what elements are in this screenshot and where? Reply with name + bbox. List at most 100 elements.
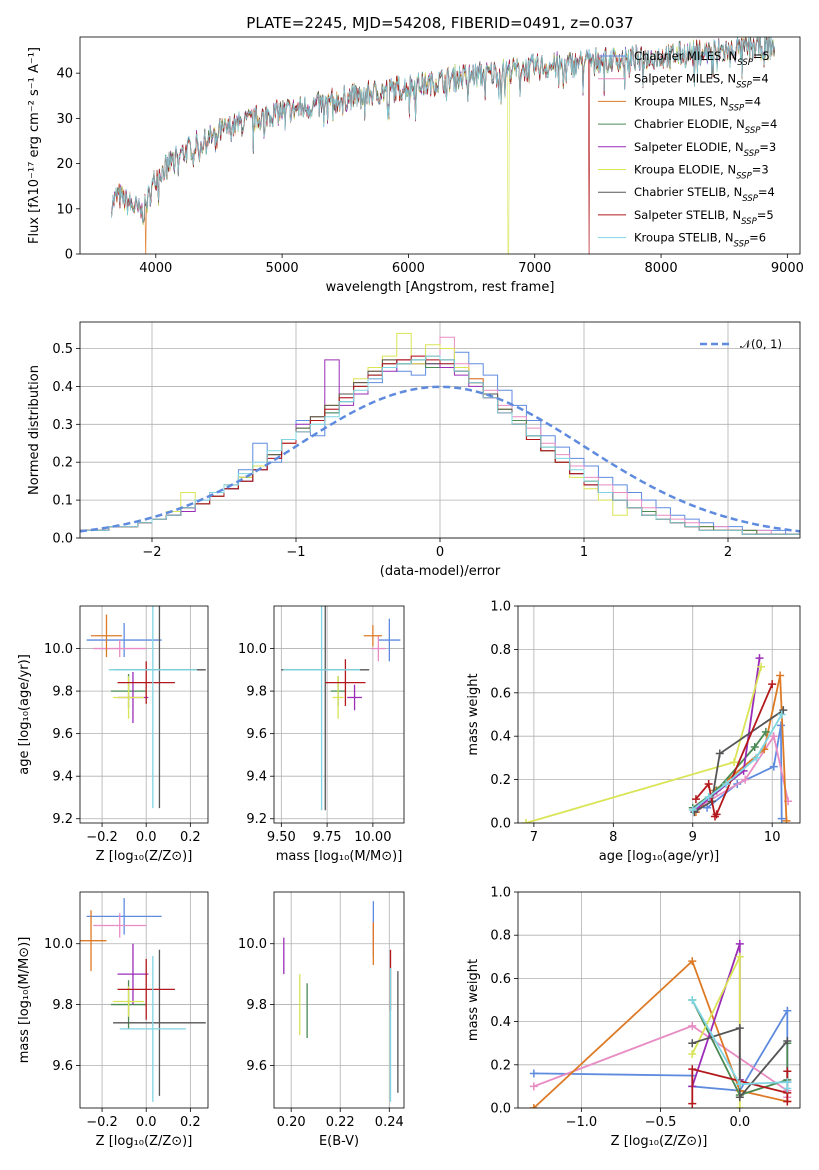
- x-tick-label: −2: [142, 545, 161, 560]
- weight-marker: [755, 654, 764, 663]
- y-axis-label: age [log₁₀(age/yr)]: [17, 654, 32, 775]
- errorbar: [93, 913, 147, 938]
- y-tick-label: 0.1: [52, 494, 73, 509]
- x-tick-label: 0: [436, 545, 444, 560]
- axes-frame: [517, 605, 801, 824]
- y-tick-label: 0.0: [490, 1102, 511, 1117]
- axes-5: −0.2 0.0 0.2 9.6 9.8 10.0 Z [log₁₀(Z/Z⊙)] mass …: [17, 891, 209, 1149]
- y-tick-label: 0.6: [490, 972, 511, 987]
- x-tick-label: −0.5: [645, 1115, 677, 1130]
- y-tick-label: 0.0: [52, 532, 73, 547]
- weight-marker: [735, 1024, 744, 1033]
- legend-count: =5: [757, 208, 774, 222]
- weight-marker: [704, 792, 713, 801]
- histogram-step: [80, 355, 800, 535]
- x-tick-label: 8: [609, 830, 617, 845]
- legend-label: Kroupa MILES, NSSP=4: [634, 94, 761, 113]
- weight-marker: [730, 758, 739, 767]
- axes-frame: [79, 321, 801, 539]
- errorbar: [93, 640, 147, 658]
- x-tick-label: 7000: [518, 261, 551, 276]
- legend-label: Chabrier STELIB, NSSP=4: [634, 185, 775, 204]
- x-tick-label: −0.2: [86, 1115, 118, 1130]
- y-tick-label: 0.4: [490, 730, 511, 745]
- gaussian-curve: [80, 385, 800, 533]
- errorbar: [347, 684, 362, 711]
- y-tick-label: 9.6: [52, 1059, 73, 1074]
- weight-marker: [783, 1037, 792, 1046]
- weight-line: [533, 1007, 789, 1092]
- y-tick-label: 0.5: [52, 342, 73, 357]
- y-tick-label: 9.8: [246, 998, 267, 1013]
- legend-subscript: SSP: [736, 172, 752, 182]
- legend-subscript: SSP: [744, 149, 760, 159]
- weight-line: [692, 1026, 788, 1100]
- weight-marker: [521, 819, 530, 823]
- plot-area: [111, 37, 776, 254]
- legend-subscript: SSP: [737, 58, 753, 68]
- weight-marker: [688, 1050, 697, 1058]
- x-tick-label: 0.20: [277, 1115, 306, 1130]
- plot-area: [521, 654, 793, 823]
- x-axis-label: Z [log₁₀(Z/Z⊙)]: [611, 1134, 708, 1149]
- legend-count: =5: [753, 49, 770, 63]
- errorbar: [117, 958, 175, 1020]
- x-tick-label: 0.24: [375, 1115, 404, 1130]
- weight-marker: [750, 743, 759, 752]
- x-tick-label: 9: [689, 830, 697, 845]
- errorbar: [119, 955, 186, 1102]
- y-tick-label: 1.0: [490, 886, 511, 901]
- y-tick-label: 10.0: [238, 937, 267, 952]
- plot-area: [86, 606, 206, 809]
- errorbar: [113, 949, 206, 1096]
- weight-marker: [688, 1065, 697, 1074]
- x-axis-label: E(B-V): [319, 1134, 359, 1149]
- errorbar: [86, 623, 162, 658]
- legend-count: =4: [758, 185, 775, 199]
- axes-frame: [517, 891, 801, 1109]
- legend-label: Salpeter ELODIE, NSSP=3: [634, 140, 776, 159]
- weight-marker: [688, 1021, 697, 1030]
- weight-marker: [761, 727, 770, 736]
- y-tick-label: 0.2: [490, 1058, 511, 1073]
- weight-marker: [741, 775, 750, 784]
- weight-marker: [722, 779, 731, 788]
- x-tick-label: 4000: [139, 261, 172, 276]
- axes-frame: [79, 36, 801, 255]
- y-tick-label: 9.6: [246, 727, 267, 742]
- y-tick-label: 9.6: [52, 727, 73, 742]
- weight-marker: [757, 662, 766, 671]
- weight-marker: [779, 706, 788, 715]
- x-tick-label: 0.0: [136, 830, 157, 845]
- weight-marker: [776, 671, 785, 680]
- legend-count: =4: [752, 72, 769, 86]
- weight-line: [525, 666, 762, 823]
- spectrum-title: PLATE=2245, MJD=54208, FIBERID=0491, z=0…: [246, 14, 633, 32]
- y-tick-label: 0.8: [490, 643, 511, 658]
- gauss-legend-label: 𝒩(0, 1): [740, 337, 782, 351]
- weight-marker: [735, 939, 744, 948]
- y-tick-label: 9.4: [52, 770, 73, 785]
- x-tick-label: 0.0: [136, 1115, 157, 1130]
- errorbar: [371, 635, 386, 662]
- weight-marker: [776, 721, 785, 730]
- weight-marker: [691, 795, 700, 804]
- axes-2: −0.2 0.0 0.2 9.2 9.4 9.6 9.8 10.0 Z [log₁₀(Z/Z⊙)…: [17, 605, 209, 864]
- axes-3: 9.50 9.75 10.00 9.2 9.4 9.6 9.8 10.0 mass [log₁₀…: [238, 605, 405, 864]
- x-axis-label: Z [log₁₀(Z/Z⊙)]: [96, 1134, 193, 1149]
- x-tick-label: 9.75: [313, 830, 342, 845]
- y-tick-label: 0.4: [490, 1015, 511, 1030]
- errorbar: [117, 943, 149, 1005]
- legend-label: Kroupa STELIB, NSSP=6: [634, 231, 766, 250]
- legend-label: Chabrier ELODIE, NSSP=4: [634, 117, 777, 136]
- y-tick-label: 30: [56, 112, 73, 127]
- axes-frame: [79, 891, 209, 1109]
- plot-area: [281, 606, 401, 811]
- y-tick-label: 40: [56, 67, 73, 82]
- errorbar: [80, 910, 107, 972]
- weight-marker: [752, 753, 761, 762]
- weight-marker: [782, 816, 791, 823]
- weight-marker: [529, 1069, 538, 1078]
- axes-1: −2 −1 0 1 2 0.0 0.1 0.2 0.3 0.4 0.5 (data-model)/er…: [27, 321, 801, 579]
- weight-marker: [783, 1067, 792, 1076]
